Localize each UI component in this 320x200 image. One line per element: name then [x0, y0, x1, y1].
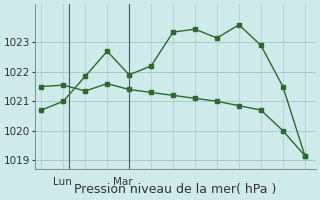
Text: Lun: Lun	[53, 177, 72, 187]
Text: Mar: Mar	[113, 177, 132, 187]
X-axis label: Pression niveau de la mer( hPa ): Pression niveau de la mer( hPa )	[74, 183, 276, 196]
